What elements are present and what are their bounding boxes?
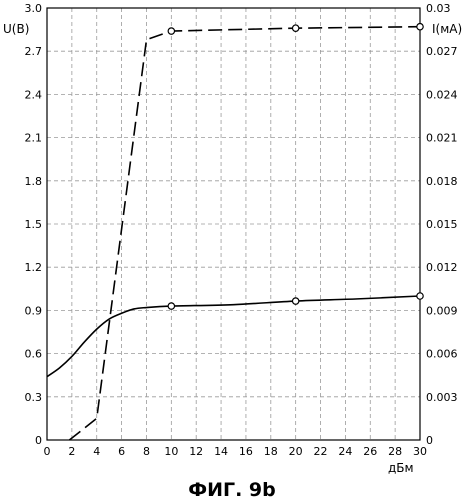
x-tick-label: 26 [363,445,377,458]
series-group [47,24,423,440]
data-point-marker [417,24,423,30]
y-right-tick-label: 0 [426,434,433,447]
y-left-tick-label: 0.3 [25,391,43,404]
x-tick-label: 0 [44,445,51,458]
y-right-tick-label: 0.018 [426,175,458,188]
x-tick-label: 8 [143,445,150,458]
x-tick-label: 4 [93,445,100,458]
y-right-tick-label: 0.024 [426,88,458,101]
grid [47,8,420,440]
tick-labels: 02468101214161820222426283000.30.60.91.2… [25,2,458,458]
y-right-tick-label: 0.006 [426,348,458,361]
y-left-tick-label: 1.5 [25,218,43,231]
data-point-marker [417,293,423,299]
y-left-tick-label: 2.1 [25,132,43,145]
data-point-marker [292,25,298,31]
y-left-tick-label: 2.4 [25,88,43,101]
data-point-marker [168,28,174,34]
y-right-tick-label: 0.003 [426,391,458,404]
x-tick-label: 22 [314,445,328,458]
x-tick-label: 20 [289,445,303,458]
y-left-tick-label: 2.7 [25,45,43,58]
y-right-tick-label: 0.015 [426,218,458,231]
data-point-marker [168,303,174,309]
x-tick-label: 14 [214,445,228,458]
y-left-tick-label: 3.0 [25,2,43,15]
y-right-tick-label: 0.009 [426,304,458,317]
y-left-tick-label: 1.2 [25,261,43,274]
figure-caption: ФИГ. 9b [188,479,276,500]
y-right-tick-label: 0.027 [426,45,458,58]
series-line-voltage [47,296,420,377]
x-tick-label: 30 [413,445,427,458]
x-tick-label: 2 [68,445,75,458]
y-right-tick-label: 0.012 [426,261,458,274]
y-right-tick-label: 0.021 [426,132,458,145]
x-tick-label: 28 [388,445,402,458]
y-left-tick-label: 0.9 [25,304,43,317]
y-left-tick-label: 0 [35,434,42,447]
x-tick-label: 10 [164,445,178,458]
y-axis-right-label: I(мА) [432,22,462,36]
x-tick-label: 12 [189,445,203,458]
y-right-tick-label: 0.03 [426,2,451,15]
y-left-tick-label: 0.6 [25,348,43,361]
x-tick-label: 16 [239,445,253,458]
y-axis-left-label: U(B) [3,22,29,36]
x-tick-label: 6 [118,445,125,458]
y-left-tick-label: 1.8 [25,175,43,188]
data-point-marker [292,298,298,304]
x-tick-label: 18 [264,445,278,458]
x-axis-label: дБм [388,461,414,475]
x-tick-label: 24 [338,445,352,458]
